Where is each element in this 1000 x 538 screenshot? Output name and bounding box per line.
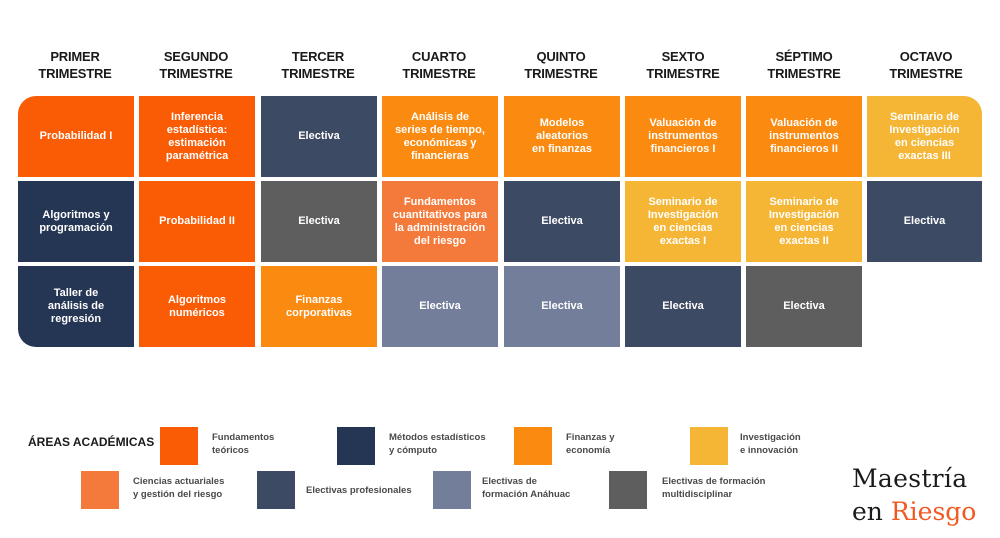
legend-swatch-electivas-profesionales <box>257 471 295 509</box>
course-algoritmos-programacion: Algoritmos y programación <box>18 181 134 262</box>
course-inferencia-estadistica: Inferencia estadística: estimación paramétr… <box>139 96 255 177</box>
brand-line-1: Maestría <box>852 464 968 493</box>
course-fundamentos-cuantitativos: Fundamentos cuantitativos para la administ… <box>382 181 498 262</box>
legend-label-electivas-profesionales: Electivas profesionales <box>306 485 412 496</box>
legend-swatch-fundamentos <box>160 427 198 465</box>
legend-swatch-electivas-multidisciplinar <box>609 471 647 509</box>
course-algoritmos-numericos: Algoritmos numéricos <box>139 266 255 347</box>
column-header-1: PRIMER TRIMESTRE <box>38 49 112 81</box>
course-electiva: Electiva <box>625 266 741 347</box>
brand-logo: Maestría en Riesgo <box>852 462 992 528</box>
course-valuacion-2: Valuación de instrumentos financieros II <box>746 96 862 177</box>
legend-swatch-metodos <box>337 427 375 465</box>
column-header-5: QUINTO TRIMESTRE <box>524 49 598 81</box>
course-electiva: Electiva <box>261 181 377 262</box>
course-taller-regresion: Taller de análisis de regresión <box>18 266 134 347</box>
column-header-6: SEXTO TRIMESTRE <box>646 49 720 81</box>
legend-label-metodos: Métodos estadísticos y cómputo <box>389 432 486 456</box>
legend-label-finanzas: Finanzas y economía <box>566 432 615 456</box>
legend-swatch-investigacion <box>690 427 728 465</box>
course-electiva: Electiva <box>504 266 620 347</box>
column-header-3: TERCER TRIMESTRE <box>281 49 355 81</box>
column-header-8: OCTAVO TRIMESTRE <box>889 49 963 81</box>
legend-swatch-electivas-anahuac <box>433 471 471 509</box>
legend-label-investigacion: Investigación e innovación <box>740 432 801 456</box>
column-header-2: SEGUNDO TRIMESTRE <box>159 49 233 81</box>
legend-title: ÁREAS ACADÉMICAS <box>28 435 155 449</box>
course-electiva: Electiva <box>504 181 620 262</box>
course-electiva: Electiva <box>382 266 498 347</box>
legend-swatch-finanzas <box>514 427 552 465</box>
course-series-de-tiempo: Análisis de series de tiempo, económicas y… <box>382 96 498 177</box>
course-valuacion-1: Valuación de instrumentos financieros I <box>625 96 741 177</box>
course-probabilidad-1: Probabilidad I <box>18 96 134 177</box>
column-header-7: SÉPTIMO TRIMESTRE <box>767 49 841 81</box>
course-seminario-3: Seminario de Investigación en ciencias exac… <box>867 96 982 177</box>
course-finanzas-corporativas: Finanzas corporativas <box>261 266 377 347</box>
course-seminario-2: Seminario de Investigación en ciencias exac… <box>746 181 862 262</box>
column-header-4: CUARTO TRIMESTRE <box>402 49 476 81</box>
course-seminario-1: Seminario de Investigación en ciencias exac… <box>625 181 741 262</box>
course-electiva: Electiva <box>261 96 377 177</box>
legend-label-electivas-multidisciplinar: Electivas de formación multidisciplinar <box>662 476 766 500</box>
legend-swatch-ciencias-actuariales <box>81 471 119 509</box>
legend-label-fundamentos: Fundamentos teóricos <box>212 432 275 456</box>
course-probabilidad-2: Probabilidad II <box>139 181 255 262</box>
course-modelos-aleatorios: Modelos aleatorios en finanzas <box>504 96 620 177</box>
legend-label-ciencias-actuariales: Ciencias actuariales y gestión del riesgo <box>133 476 225 500</box>
legend-label-electivas-anahuac: Electivas de formación Anáhuac <box>482 476 571 500</box>
course-electiva: Electiva <box>867 181 982 262</box>
brand-line-2: en Riesgo <box>852 497 977 526</box>
course-electiva: Electiva <box>746 266 862 347</box>
